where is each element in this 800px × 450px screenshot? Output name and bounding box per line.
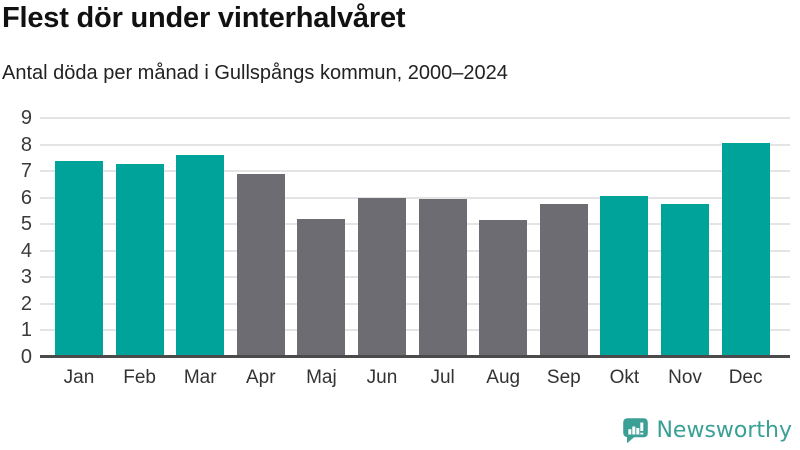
y-tick-1: 1 <box>20 319 32 342</box>
x-tick-jan: Jan <box>63 367 95 388</box>
y-tick-4: 4 <box>20 239 32 262</box>
gridline-2 <box>40 302 790 305</box>
gridline-6 <box>40 196 790 199</box>
bar-apr <box>236 173 285 357</box>
gridline-3 <box>40 276 790 279</box>
bar-dec <box>721 143 770 357</box>
bar-nov <box>661 204 709 357</box>
bar-jul <box>418 199 467 357</box>
x-tick-feb: Feb <box>123 367 156 388</box>
newsworthy-badge-bar-chart-icon <box>623 418 649 444</box>
x-tick-maj: Maj <box>306 367 337 388</box>
x-tick-sep: Sep <box>546 367 581 388</box>
chart-subtitle: Antal döda per månad i Gullspångs kommun… <box>2 62 508 84</box>
newsworthy-logo: Newsworthy <box>622 417 792 444</box>
x-tick-mar: Mar <box>183 367 217 388</box>
bar-okt <box>600 196 649 357</box>
x-tick-dec: Dec <box>728 367 763 388</box>
y-tick-9: 9 <box>20 107 32 129</box>
bar-feb <box>115 164 164 357</box>
y-tick-8: 8 <box>20 133 32 156</box>
gridline-4 <box>40 249 790 252</box>
x-tick-jul: Jul <box>430 367 455 388</box>
gridline-1 <box>40 329 790 332</box>
y-tick-7: 7 <box>20 160 32 183</box>
x-tick-nov: Nov <box>668 367 702 388</box>
bar-aug <box>479 220 528 357</box>
x-tick-okt: Okt <box>609 367 640 388</box>
x-tick-apr: Apr <box>246 367 276 388</box>
x-axis-line <box>40 355 790 358</box>
bar-maj <box>297 218 346 357</box>
gridline-7 <box>40 170 790 173</box>
y-tick-0: 0 <box>20 346 32 368</box>
y-tick-2: 2 <box>20 292 32 315</box>
bar-jan <box>55 160 103 357</box>
x-axis-labels: Jan Feb Mar Apr Maj Jun Jul Aug Sep Okt Nov Dec <box>40 367 790 393</box>
plot-area: 0 1 2 3 4 5 6 7 8 9 <box>21 108 790 367</box>
y-tick-5: 5 <box>20 213 32 236</box>
x-tick-jun: Jun <box>366 367 398 388</box>
gridline-5 <box>40 223 790 226</box>
y-tick-6: 6 <box>20 186 32 209</box>
gridline-8 <box>40 143 790 146</box>
bar-jun <box>358 197 406 357</box>
bar-sep <box>539 204 588 357</box>
y-tick-3: 3 <box>20 266 32 289</box>
x-tick-aug: Aug <box>486 367 521 388</box>
newsworthy-wordmark: Newsworthy <box>656 418 792 443</box>
bar-mar <box>176 155 225 357</box>
gridline-9 <box>40 117 790 119</box>
chart-title: Flest dör under vinterhalvåret <box>2 2 406 34</box>
